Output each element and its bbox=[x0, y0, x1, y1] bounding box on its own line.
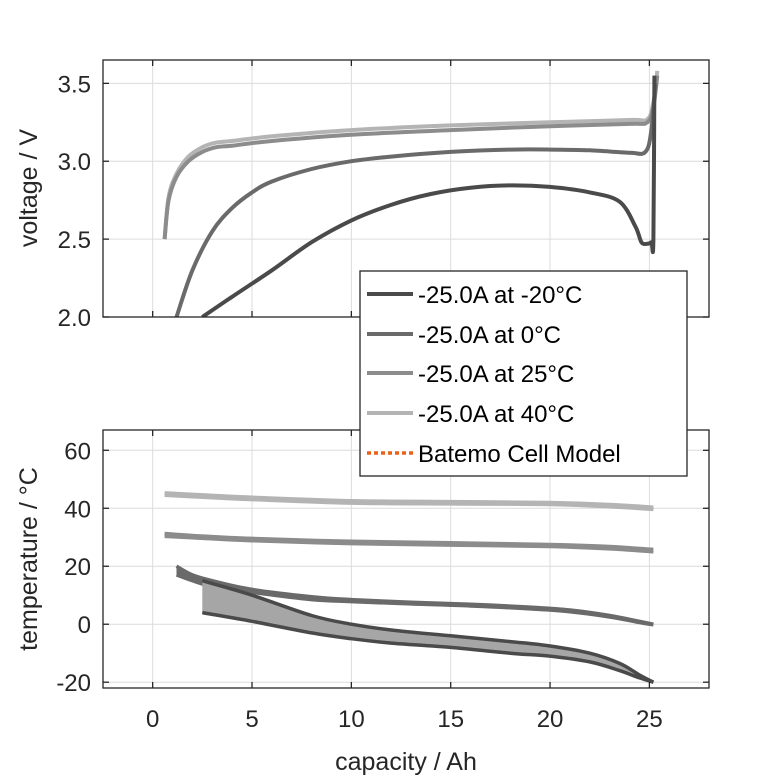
temperature-bands bbox=[164, 491, 655, 684]
voltage-line-25-0a-at-25-c bbox=[162, 75, 660, 240]
temperature-lower-25-0a-at-20-c bbox=[201, 610, 654, 684]
voltage-ticks: 2.0 2.5 3.0 3.5 bbox=[58, 60, 709, 332]
temperature-ytick-label: -20 bbox=[56, 670, 91, 697]
temperature-upper-25-0a-at-20-c bbox=[201, 579, 655, 684]
voltage-y-axis-label: voltage / V bbox=[15, 129, 43, 247]
capacity-xtick-label: 0 bbox=[146, 706, 159, 733]
voltage-lines bbox=[162, 70, 660, 317]
temperature-ytick-label: 40 bbox=[64, 496, 91, 523]
voltage-ytick-label: 3.5 bbox=[58, 71, 91, 98]
temperature-series-group bbox=[164, 491, 655, 684]
temperature-y-axis-label: temperature / °C bbox=[15, 467, 43, 651]
legend: -25.0A at -20°C -25.0A at 0°C -25.0A at 25… bbox=[359, 270, 688, 477]
legend-label-25-0a-at-0-c: -25.0A at 0°C bbox=[418, 322, 561, 349]
temperature-lower-25-0a-at-25-c bbox=[164, 534, 654, 554]
voltage-ytick-label: 3.0 bbox=[58, 149, 91, 176]
voltage-line-25-0a-at-20-c bbox=[201, 75, 657, 317]
voltage-ytick-label: 2.0 bbox=[58, 305, 91, 332]
voltage-line-25-0a-at-40-c bbox=[162, 70, 660, 240]
legend-label-25-0a-at-40-c: -25.0A at 40°C bbox=[418, 401, 574, 428]
temperature-ticks: 0 5 10 15 20 25 -20 0 20 40 60 bbox=[56, 430, 709, 733]
temperature-upper-25-0a-at-40-c bbox=[164, 491, 654, 509]
legend-label-25-0a-at-25-c: -25.0A at 25°C bbox=[418, 361, 574, 388]
temperature-upper-25-0a-at-25-c bbox=[164, 531, 654, 552]
temperature-ytick-label: 20 bbox=[64, 554, 91, 581]
temperature-ytick-label: 0 bbox=[78, 612, 91, 639]
capacity-xtick-label: 5 bbox=[245, 706, 258, 733]
capacity-xtick-label: 15 bbox=[437, 706, 464, 733]
voltage-ytick-label: 2.5 bbox=[58, 227, 91, 254]
temperature-ytick-label: 60 bbox=[64, 438, 91, 465]
voltage-series-group bbox=[162, 70, 660, 317]
capacity-xtick-label: 10 bbox=[338, 706, 365, 733]
capacity-xtick-label: 20 bbox=[537, 706, 564, 733]
capacity-xtick-label: 25 bbox=[636, 706, 663, 733]
capacity-x-axis-label: capacity / Ah bbox=[335, 748, 477, 776]
temperature-lower-25-0a-at-40-c bbox=[164, 493, 654, 512]
legend-box bbox=[359, 270, 688, 477]
legend-label-batemo-cell-model: Batemo Cell Model bbox=[418, 441, 621, 468]
legend-label-25-0a-at-20-c: -25.0A at -20°C bbox=[418, 282, 582, 309]
voltage-line-25-0a-at-0-c bbox=[174, 83, 658, 317]
